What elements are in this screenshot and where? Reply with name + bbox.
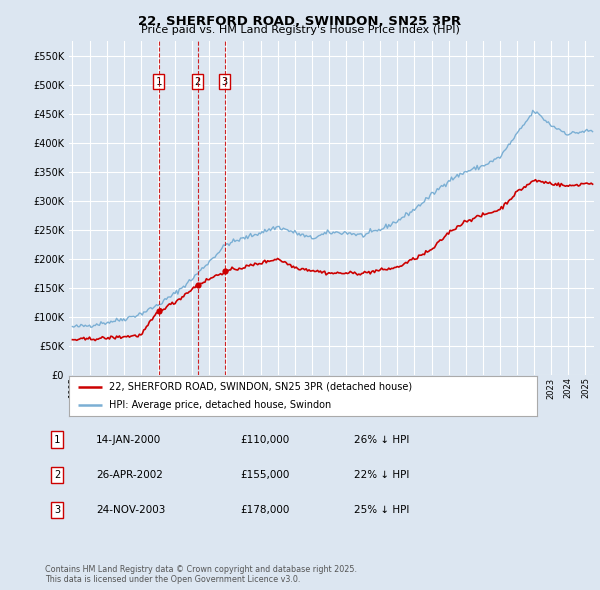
Text: Contains HM Land Registry data © Crown copyright and database right 2025.
This d: Contains HM Land Registry data © Crown c… — [45, 565, 357, 584]
Text: 24-NOV-2003: 24-NOV-2003 — [96, 506, 166, 515]
Text: 22, SHERFORD ROAD, SWINDON, SN25 3PR (detached house): 22, SHERFORD ROAD, SWINDON, SN25 3PR (de… — [109, 382, 412, 392]
Text: Price paid vs. HM Land Registry's House Price Index (HPI): Price paid vs. HM Land Registry's House … — [140, 25, 460, 35]
Text: HPI: Average price, detached house, Swindon: HPI: Average price, detached house, Swin… — [109, 400, 331, 410]
Text: 22, SHERFORD ROAD, SWINDON, SN25 3PR: 22, SHERFORD ROAD, SWINDON, SN25 3PR — [139, 15, 461, 28]
Text: 26% ↓ HPI: 26% ↓ HPI — [354, 435, 409, 444]
Text: 14-JAN-2000: 14-JAN-2000 — [96, 435, 161, 444]
Text: 26-APR-2002: 26-APR-2002 — [96, 470, 163, 480]
Text: 1: 1 — [155, 77, 162, 87]
Text: 3: 3 — [221, 77, 228, 87]
Text: £155,000: £155,000 — [240, 470, 289, 480]
Text: £178,000: £178,000 — [240, 506, 289, 515]
Text: 1: 1 — [54, 435, 60, 444]
Text: 2: 2 — [194, 77, 201, 87]
Text: £110,000: £110,000 — [240, 435, 289, 444]
Text: 3: 3 — [54, 506, 60, 515]
Text: 22% ↓ HPI: 22% ↓ HPI — [354, 470, 409, 480]
Text: 2: 2 — [54, 470, 60, 480]
Text: 25% ↓ HPI: 25% ↓ HPI — [354, 506, 409, 515]
